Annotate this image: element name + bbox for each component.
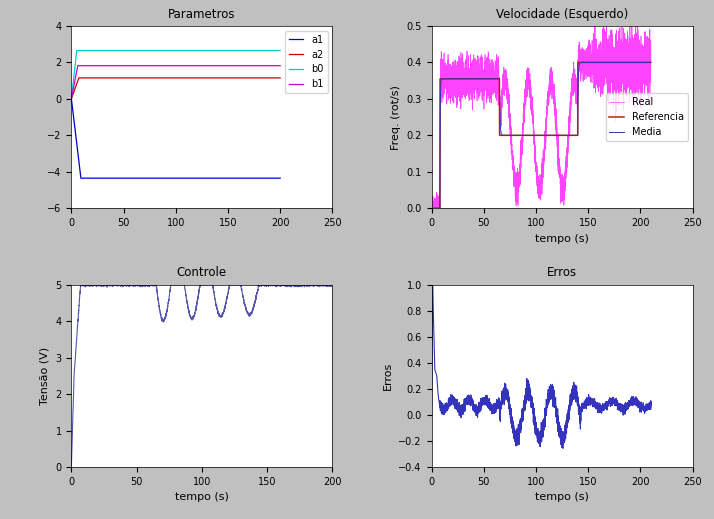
Real [511, 169, 520, 175]
a2 [231, 75, 240, 81]
Referencia [608, 59, 616, 65]
a1 [231, 175, 240, 181]
Referencia [647, 59, 655, 65]
b1 [67, 95, 76, 102]
b0 [164, 47, 172, 53]
Media [591, 59, 600, 65]
Real [608, 61, 616, 67]
a2 [74, 75, 83, 81]
b0 [67, 95, 76, 102]
Media [559, 132, 568, 139]
a1 [76, 175, 85, 181]
Referencia [427, 205, 436, 211]
b0 [72, 47, 81, 53]
Legend: Real, Referencia, Media: Real, Referencia, Media [605, 93, 688, 141]
a2 [67, 95, 76, 102]
Title: Parametros: Parametros [169, 8, 236, 21]
Line: a2: a2 [71, 78, 280, 99]
Real [647, 60, 655, 66]
Media [570, 132, 578, 139]
b1 [270, 63, 278, 69]
Real [591, 69, 600, 75]
Media [467, 76, 476, 82]
Media [511, 132, 520, 139]
Referencia [591, 59, 600, 65]
a2 [169, 75, 177, 81]
X-axis label: tempo (s): tempo (s) [535, 493, 589, 502]
a2 [270, 75, 278, 81]
Referencia [559, 132, 568, 139]
X-axis label: tempo (s): tempo (s) [175, 493, 229, 502]
b0 [169, 47, 177, 53]
Legend: a1, a2, b0, b1: a1, a2, b0, b1 [285, 31, 328, 93]
Line: Referencia: Referencia [431, 62, 651, 208]
b0 [78, 47, 86, 53]
Y-axis label: Erros: Erros [383, 362, 393, 390]
Title: Velocidade (Esquerdo): Velocidade (Esquerdo) [496, 8, 628, 21]
a1 [164, 175, 172, 181]
b1 [231, 63, 240, 69]
Line: a1: a1 [71, 99, 280, 178]
Real [427, 202, 436, 208]
b1 [78, 63, 86, 69]
b1 [270, 63, 278, 69]
Line: b0: b0 [71, 50, 280, 99]
b0 [276, 47, 284, 53]
b1 [276, 63, 284, 69]
Real [625, 16, 634, 22]
Real [467, 68, 476, 74]
X-axis label: tempo (s): tempo (s) [535, 234, 589, 243]
Referencia [570, 132, 578, 139]
b0 [270, 47, 278, 53]
a1 [270, 175, 278, 181]
b1 [74, 63, 82, 69]
Referencia [467, 76, 476, 82]
b0 [231, 47, 240, 53]
a1 [67, 95, 76, 102]
a1 [276, 175, 284, 181]
Real [428, 205, 436, 211]
Referencia [511, 132, 520, 139]
a1 [169, 175, 177, 181]
b0 [270, 47, 278, 53]
Line: Real: Real [431, 19, 651, 208]
Media [603, 59, 612, 65]
b1 [164, 63, 172, 69]
a2 [270, 75, 278, 81]
Media [427, 205, 436, 211]
Line: Media: Media [431, 62, 651, 208]
Real [559, 187, 568, 194]
Media [608, 59, 616, 65]
b1 [169, 63, 177, 69]
Referencia [573, 59, 582, 65]
Media [647, 59, 655, 65]
a2 [164, 75, 172, 81]
a1 [78, 175, 86, 181]
Title: Erros: Erros [547, 266, 577, 279]
Y-axis label: Tensão (V): Tensão (V) [40, 347, 50, 405]
a2 [276, 75, 284, 81]
Line: b1: b1 [71, 66, 280, 99]
Real [570, 73, 578, 79]
Y-axis label: Freq. (rot/s): Freq. (rot/s) [391, 85, 401, 149]
a2 [78, 75, 86, 81]
Title: Controle: Controle [177, 266, 227, 279]
a1 [270, 175, 278, 181]
